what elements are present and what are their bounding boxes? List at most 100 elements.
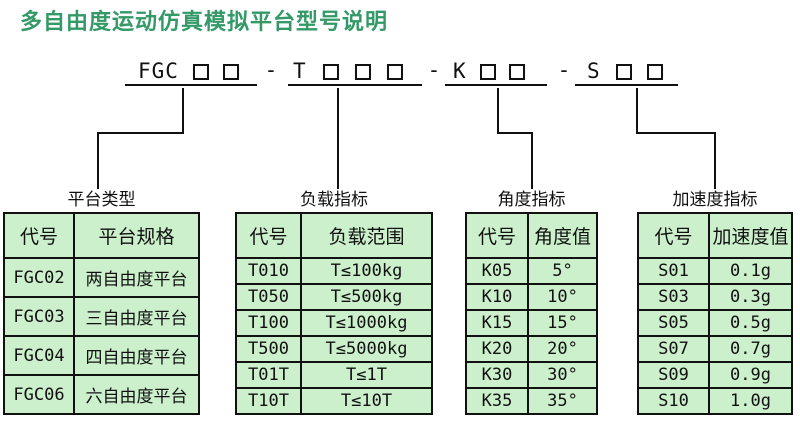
value-cell: 0.5g [708,309,793,337]
connector-line [97,132,99,189]
code-box [479,64,496,80]
code-separator: - [557,58,571,82]
code-box [615,64,632,80]
value-cell: 六自由度平台 [73,374,200,415]
table-header-row: 代号 角度值 [465,212,598,259]
code-box [192,64,209,80]
connector-line [714,132,716,189]
table-row: K30 30° [465,361,598,389]
code-prefix-k: K [453,59,467,83]
column-header: 代号 [3,212,75,259]
value-cell: T≤1T [300,361,433,389]
table-row: K10 10° [465,283,598,311]
value-cell: 两自由度平台 [73,257,200,298]
code-cell: T01T [235,361,302,389]
value-cell: 15° [527,309,598,337]
table-row: T050 T≤500kg [235,283,433,311]
code-box [646,64,663,80]
code-cell: S10 [637,387,710,415]
value-cell: 三自由度平台 [73,296,200,337]
table-row: S05 0.5g [637,309,793,337]
code-cell: S01 [637,257,710,285]
value-cell: 0.7g [708,335,793,363]
page-title: 多自由度运动仿真模拟平台型号说明 [20,10,389,35]
value-cell: 四自由度平台 [73,335,200,376]
value-cell: 0.1g [708,257,793,285]
code-box [508,64,525,80]
table-row: FGC04 四自由度平台 [3,335,200,376]
load-index-table: 代号 负载范围 T010 T≤100kg T050 T≤500kg T100 T… [235,212,433,415]
connector-line [97,132,184,134]
code-group-acceleration: S [575,58,678,86]
code-cell: T010 [235,257,302,285]
code-box [386,64,403,80]
table-row: S10 1.0g [637,387,793,415]
connector-line [636,132,716,134]
code-prefix-t: T [293,59,307,83]
connector-line [182,88,184,134]
value-cell: 5° [527,257,598,285]
table-header-row: 代号 加速度值 [637,212,793,259]
value-cell: T≤1000kg [300,309,433,337]
code-group-angle: K [445,58,547,86]
connector-line [636,88,638,134]
section-label-load-index: 负载指标 [300,190,368,210]
table-row: FGC06 六自由度平台 [3,374,200,415]
code-cell: FGC04 [3,335,75,376]
table-row: T01T T≤1T [235,361,433,389]
column-header: 代号 [637,212,710,259]
value-cell: T≤100kg [300,257,433,285]
code-cell: K05 [465,257,529,285]
code-group-platform: FGC [125,58,257,86]
code-cell: K10 [465,283,529,311]
value-cell: 35° [527,387,598,415]
connector-line [531,132,533,189]
value-cell: 1.0g [708,387,793,415]
section-label-platform-type: 平台类型 [67,190,136,210]
code-separator: - [264,58,278,82]
code-cell: K35 [465,387,529,415]
table-row: K05 5° [465,257,598,285]
section-label-acceleration-index: 加速度指标 [672,190,758,210]
code-box [222,64,239,80]
table-row: S01 0.1g [637,257,793,285]
table-row: T010 T≤100kg [235,257,433,285]
code-cell: FGC06 [3,374,75,415]
column-header: 角度值 [527,212,598,259]
code-cell: S09 [637,361,710,389]
code-cell: S05 [637,309,710,337]
code-cell: K15 [465,309,529,337]
table-row: FGC03 三自由度平台 [3,296,200,337]
column-header: 平台规格 [73,212,200,259]
table-row: K15 15° [465,309,598,337]
acceleration-index-table: 代号 加速度值 S01 0.1g S03 0.3g S05 0.5g S07 0… [637,212,793,415]
table-row: S07 0.7g [637,335,793,363]
code-cell: T050 [235,283,302,311]
table-row: K35 35° [465,387,598,415]
code-cell: T10T [235,387,302,415]
connector-line [497,132,533,134]
table-row: K20 20° [465,335,598,363]
code-cell: S03 [637,283,710,311]
column-header: 负载范围 [300,212,433,259]
code-separator: - [427,58,441,82]
table-header-row: 代号 负载范围 [235,212,433,259]
column-header: 代号 [465,212,529,259]
table-row: S09 0.9g [637,361,793,389]
code-group-load: T [288,58,422,86]
code-prefix-s: S [587,59,601,83]
code-cell: FGC03 [3,296,75,337]
table-row: FGC02 两自由度平台 [3,257,200,298]
value-cell: 30° [527,361,598,389]
code-cell: T100 [235,309,302,337]
table-header-row: 代号 平台规格 [3,212,200,259]
code-prefix-fgc: FGC [138,59,179,83]
value-cell: 10° [527,283,598,311]
angle-index-table: 代号 角度值 K05 5° K10 10° K15 15° K20 20° K3… [465,212,598,415]
table-row: S03 0.3g [637,283,793,311]
platform-type-table: 代号 平台规格 FGC02 两自由度平台 FGC03 三自由度平台 FGC04 … [3,212,200,415]
table-row: T500 T≤5000kg [235,335,433,363]
value-cell: 0.9g [708,361,793,389]
code-box [354,64,371,80]
connector-line [337,88,339,189]
